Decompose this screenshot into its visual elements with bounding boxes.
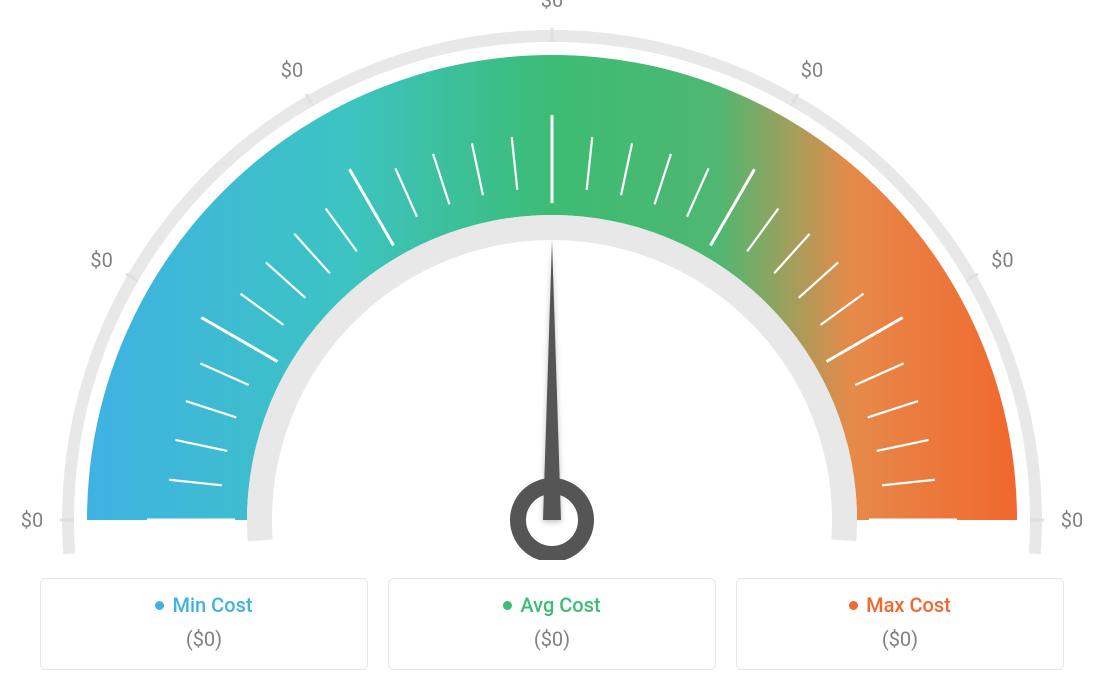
gauge-tick-label: $0 (21, 508, 43, 532)
legend-label-min: Min Cost (172, 593, 252, 617)
gauge-tick-label: $0 (991, 248, 1013, 272)
legend-dot-icon (503, 601, 512, 610)
legend-value-min: ($0) (51, 627, 357, 651)
gauge-tick-label: $0 (1061, 508, 1083, 532)
gauge-tick-label: $0 (281, 58, 303, 82)
legend-box-min: Min Cost ($0) (40, 578, 368, 670)
gauge-tick-label: $0 (801, 58, 823, 82)
legend-value-avg: ($0) (399, 627, 705, 651)
legend-value-max: ($0) (747, 627, 1053, 651)
legend-label-max: Max Cost (866, 593, 951, 617)
legend-box-avg: Avg Cost ($0) (388, 578, 716, 670)
legend-title-avg: Avg Cost (503, 593, 600, 617)
legend-dot-icon (849, 601, 858, 610)
gauge-svg (0, 0, 1104, 560)
gauge-area: $0 $0 $0 $0 $0 $0 $0 (0, 0, 1104, 560)
gauge-tick-label: $0 (90, 248, 112, 272)
legend-box-max: Max Cost ($0) (736, 578, 1064, 670)
legend-label-avg: Avg Cost (520, 593, 600, 617)
gauge-tick-label: $0 (541, 0, 563, 12)
legend-row: Min Cost ($0) Avg Cost ($0) Max Cost ($0) (40, 578, 1064, 670)
legend-title-max: Max Cost (849, 593, 951, 617)
cost-gauge-chart: { "gauge": { "type": "gauge", "width": 1… (0, 0, 1104, 690)
legend-dot-icon (155, 601, 164, 610)
legend-title-min: Min Cost (155, 593, 252, 617)
